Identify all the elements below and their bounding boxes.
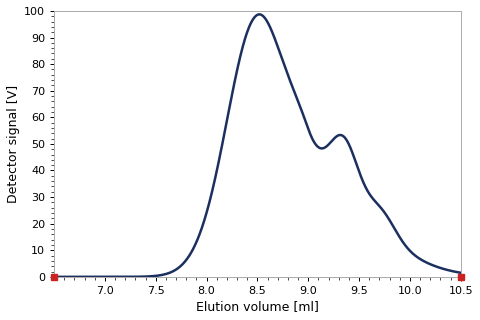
X-axis label: Elution volume [ml]: Elution volume [ml]	[196, 300, 319, 313]
Y-axis label: Detector signal [V]: Detector signal [V]	[7, 85, 20, 203]
